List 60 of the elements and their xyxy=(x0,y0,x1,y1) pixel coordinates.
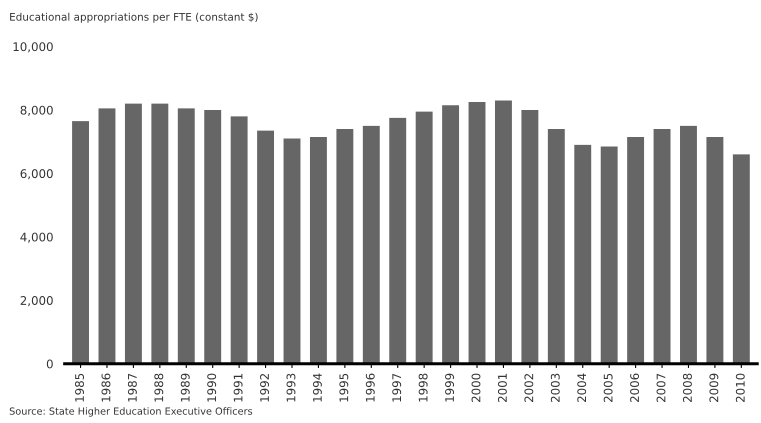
bar xyxy=(72,121,89,364)
x-tick-label: 1988 xyxy=(154,374,164,402)
bar xyxy=(98,108,116,364)
x-tick-label: 2002 xyxy=(524,374,534,402)
x-tick-label: 2003 xyxy=(550,374,560,402)
x-tick-label: 2004 xyxy=(577,373,586,402)
y-tick-label: 0 xyxy=(46,360,53,368)
y-tick-label: 8,000 xyxy=(20,106,53,116)
bar xyxy=(548,129,565,364)
y-tick-label: 6,000 xyxy=(20,169,53,180)
bar xyxy=(124,104,142,364)
chart-title: Educational appropriations per FTE (constant $) xyxy=(10,12,258,23)
bar xyxy=(284,138,300,364)
x-tick-label: 1985 xyxy=(75,374,84,402)
bar xyxy=(230,116,248,364)
x-tick-label: 1989 xyxy=(180,374,190,402)
x-tick-label: 2008 xyxy=(682,374,692,402)
bar xyxy=(521,110,538,364)
bar xyxy=(389,118,406,364)
x-tick-label: 1996 xyxy=(366,374,375,402)
bar xyxy=(680,126,697,364)
x-tick-label: 2000 xyxy=(472,374,480,402)
x-tick-label: 1994 xyxy=(312,373,322,402)
x-tick-label: 2005 xyxy=(604,374,613,402)
bar xyxy=(574,144,592,364)
bar xyxy=(468,102,486,364)
x-tick-label: 1998 xyxy=(418,374,428,402)
x-tick-label: 2010 xyxy=(736,374,745,402)
x-tick-label: 1993 xyxy=(286,374,296,402)
source-note: Source: State Higher Education Executive Officers xyxy=(10,407,252,417)
bar xyxy=(494,100,512,364)
x-tick-label: 2007 xyxy=(656,374,666,402)
bar xyxy=(336,129,354,364)
x-tick-label: 1987 xyxy=(128,374,137,402)
x-tick-label: 1986 xyxy=(101,374,110,402)
bar xyxy=(706,136,724,364)
bar xyxy=(151,104,168,364)
bar xyxy=(654,129,670,364)
y-tick-label: 10,000 xyxy=(14,42,53,52)
x-tick-label: 2006 xyxy=(630,374,640,402)
bar xyxy=(627,136,644,364)
bar xyxy=(257,130,274,364)
x-tick-label: 1992 xyxy=(260,374,269,402)
y-tick-label: 2,000 xyxy=(20,296,53,306)
bar xyxy=(416,112,433,364)
bar xyxy=(310,136,327,364)
y-tick-label: 4,000 xyxy=(20,232,53,243)
x-tick-label: 2001 xyxy=(498,374,507,402)
bar xyxy=(178,108,195,364)
x-tick-label: 2009 xyxy=(709,374,718,402)
x-tick-label: 1997 xyxy=(392,374,402,402)
x-tick-label: 1991 xyxy=(234,374,243,402)
x-tick-label: 1990 xyxy=(207,374,216,402)
bar xyxy=(732,154,750,364)
bar xyxy=(600,146,618,364)
x-tick-label: 1995 xyxy=(339,374,348,402)
bar xyxy=(204,110,222,364)
bar xyxy=(362,126,380,364)
x-tick-label: 1999 xyxy=(445,374,454,402)
bar xyxy=(442,105,460,364)
